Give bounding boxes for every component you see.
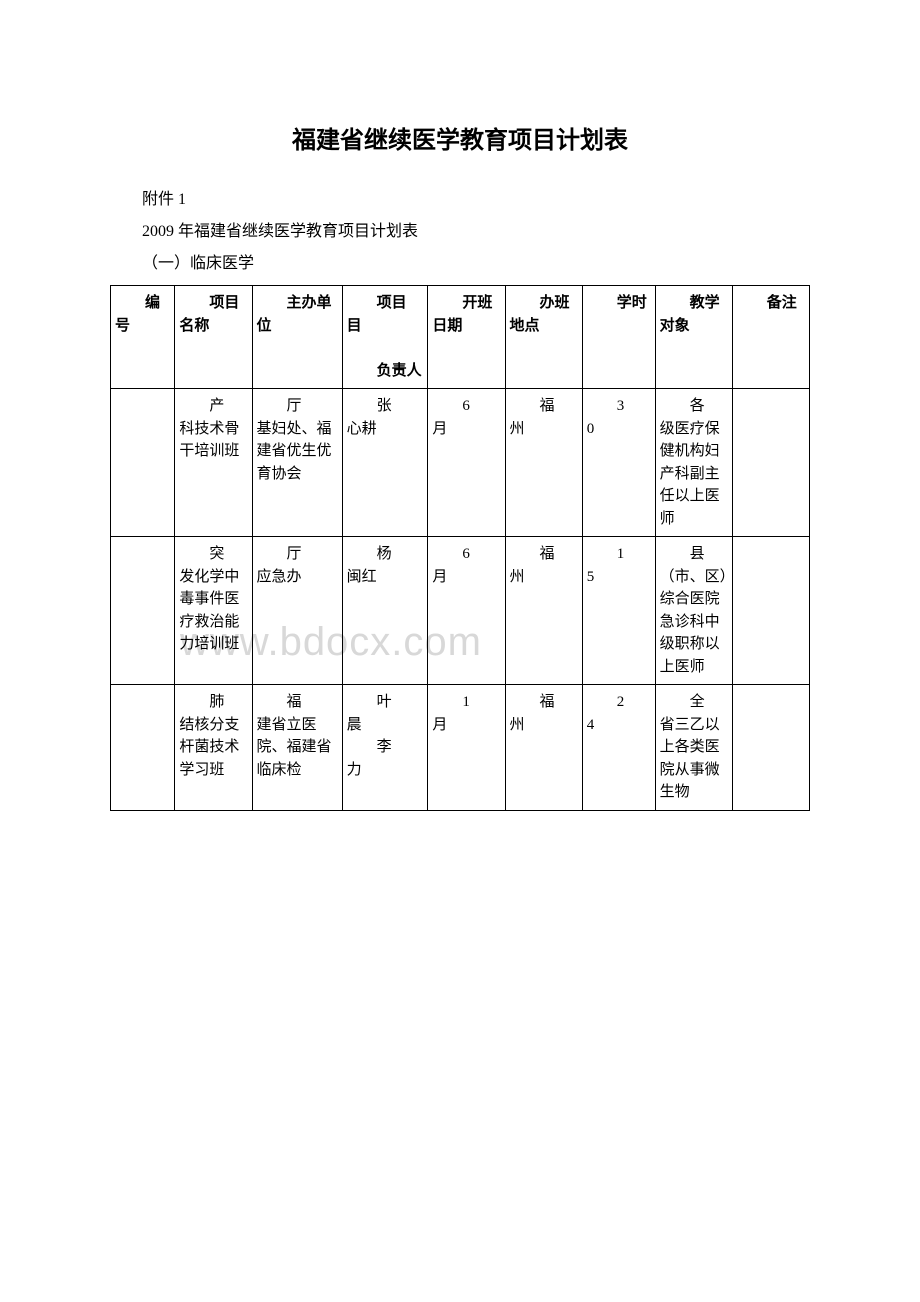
cell-audience: 县（市、区）综合医院急诊科中级职称以上医师 bbox=[655, 537, 732, 685]
table-row: 肺结核分支杆菌技术学习班 福建省立医院、福建省临床检 叶晨 李力 1月 福州 2… bbox=[111, 685, 810, 811]
project-table: 编号 项目名称 主办单位 项目 目 负责人 开班日期 办班地点 bbox=[110, 285, 810, 811]
header-start-date: 开班日期 bbox=[428, 286, 505, 389]
header-remarks: 备注 bbox=[732, 286, 809, 389]
cell-date: 1月 bbox=[428, 685, 505, 811]
cell-number bbox=[111, 537, 175, 685]
cell-organizer: 厅基妇处、福建省优生优育协会 bbox=[252, 389, 342, 537]
header-responsible-person: 项目 目 负责人 bbox=[342, 286, 428, 389]
year-title: 2009 年福建省继续医学教育项目计划表 bbox=[110, 217, 810, 241]
header-project-name: 项目名称 bbox=[175, 286, 252, 389]
header-hours: 学时 bbox=[582, 286, 655, 389]
cell-number bbox=[111, 389, 175, 537]
header-audience: 教学对象 bbox=[655, 286, 732, 389]
cell-date: 6月 bbox=[428, 389, 505, 537]
page-title: 福建省继续医学教育项目计划表 bbox=[110, 120, 810, 155]
table-row: 突发化学中毒事件医疗救治能力培训班 厅应急办 杨闽红 6月 福州 15 县（市、… bbox=[111, 537, 810, 685]
cell-location: 福州 bbox=[505, 389, 582, 537]
table-header-row: 编号 项目名称 主办单位 项目 目 负责人 开班日期 办班地点 bbox=[111, 286, 810, 389]
cell-hours: 24 bbox=[582, 685, 655, 811]
cell-project-name: 产科技术骨干培训班 bbox=[175, 389, 252, 537]
cell-organizer: 福建省立医院、福建省临床检 bbox=[252, 685, 342, 811]
cell-hours: 30 bbox=[582, 389, 655, 537]
cell-project-name: 肺结核分支杆菌技术学习班 bbox=[175, 685, 252, 811]
cell-location: 福州 bbox=[505, 537, 582, 685]
cell-responsible: 叶晨 李力 bbox=[342, 685, 428, 811]
cell-remarks bbox=[732, 389, 809, 537]
cell-location: 福州 bbox=[505, 685, 582, 811]
header-location: 办班地点 bbox=[505, 286, 582, 389]
cell-number bbox=[111, 685, 175, 811]
cell-date: 6月 bbox=[428, 537, 505, 685]
cell-audience: 全省三乙以上各类医院从事微生物 bbox=[655, 685, 732, 811]
header-number: 编号 bbox=[111, 286, 175, 389]
header-organizer: 主办单位 bbox=[252, 286, 342, 389]
cell-responsible: 张心耕 bbox=[342, 389, 428, 537]
cell-organizer: 厅应急办 bbox=[252, 537, 342, 685]
cell-responsible: 杨闽红 bbox=[342, 537, 428, 685]
cell-remarks bbox=[732, 537, 809, 685]
cell-audience: 各级医疗保健机构妇产科副主任以上医师 bbox=[655, 389, 732, 537]
attachment-label: 附件 1 bbox=[110, 185, 810, 209]
cell-remarks bbox=[732, 685, 809, 811]
cell-hours: 15 bbox=[582, 537, 655, 685]
cell-project-name: 突发化学中毒事件医疗救治能力培训班 bbox=[175, 537, 252, 685]
section-title: （一）临床医学 bbox=[110, 249, 810, 273]
table-row: 产科技术骨干培训班 厅基妇处、福建省优生优育协会 张心耕 6月 福州 30 各级… bbox=[111, 389, 810, 537]
